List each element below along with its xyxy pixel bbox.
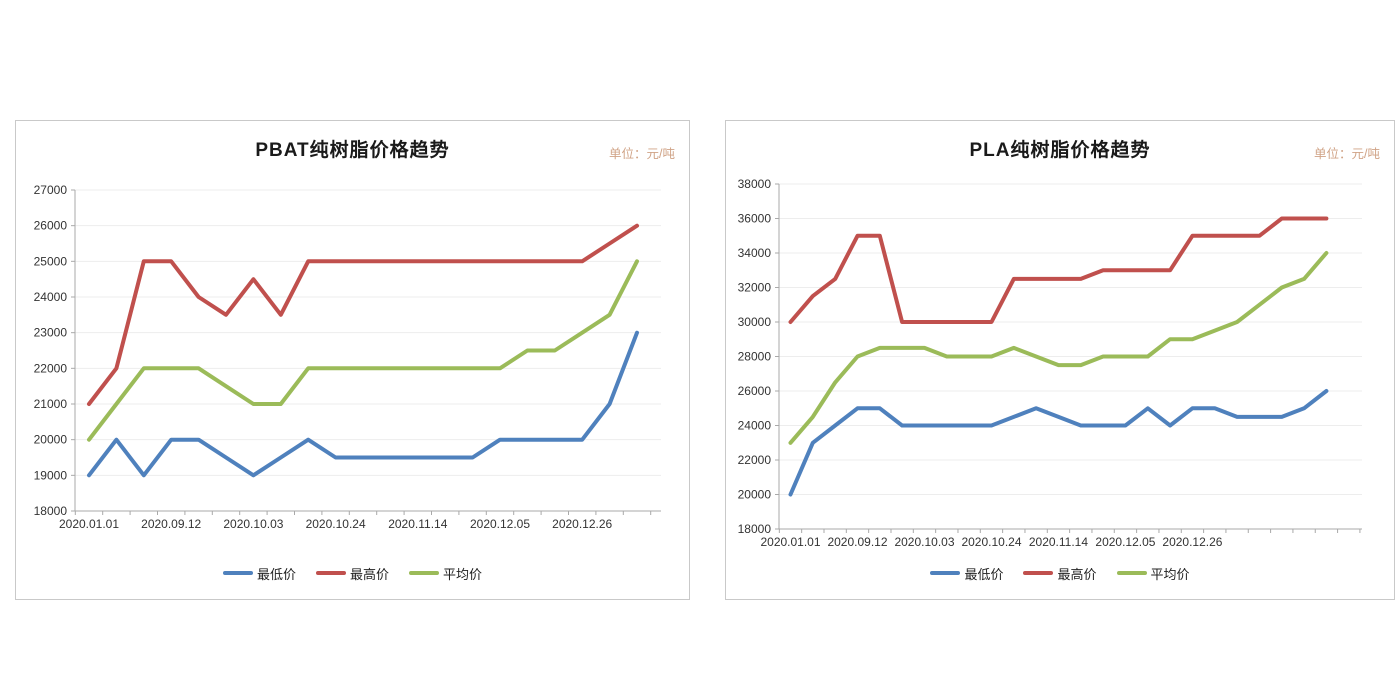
y-axis-label: 30000 <box>738 315 772 329</box>
y-axis-label: 26000 <box>34 219 68 233</box>
legend-swatch-icon <box>315 571 346 575</box>
y-axis-label: 28000 <box>738 350 772 364</box>
x-axis-label: 2020.09.12 <box>827 535 887 549</box>
series-line-平均价 <box>788 251 1329 445</box>
legend-swatch-icon <box>930 571 961 575</box>
x-axis-label: 2020.10.24 <box>961 535 1021 549</box>
x-axis-label: 2020.11.14 <box>388 517 447 531</box>
y-axis-label: 22000 <box>738 453 772 467</box>
y-axis-label: 20000 <box>738 488 772 502</box>
series-line-最低价 <box>87 330 639 478</box>
y-axis-label: 22000 <box>34 361 68 375</box>
y-axis-label: 32000 <box>738 281 772 295</box>
legend-item-平均价: 平均价 <box>1116 564 1190 583</box>
series-line-平均价 <box>87 259 639 442</box>
x-axis-label: 2020.11.14 <box>1029 535 1088 549</box>
legend-swatch-icon <box>1023 571 1054 575</box>
pbat-chart-panel: PBAT纯树脂价格趋势 单位：元/吨 18000 19000 20000 21000 2… <box>15 120 690 600</box>
legend-swatch-icon <box>1116 571 1147 575</box>
x-axis-label: 2020.12.05 <box>470 517 530 531</box>
y-axis-label: 26000 <box>738 384 772 398</box>
x-axis-label: 2020.12.26 <box>1162 535 1222 549</box>
series-line-最低价 <box>788 389 1329 497</box>
y-axis-label: 25000 <box>34 254 68 268</box>
x-axis-label: 2020.10.24 <box>306 517 366 531</box>
legend-label: 平均价 <box>443 566 483 582</box>
legend-item-最低价: 最低价 <box>930 564 1003 583</box>
legend-label: 最高价 <box>1057 566 1097 582</box>
x-axis-label: 2020.01.01 <box>760 535 820 549</box>
pbat-plot-area: 18000 19000 20000 21000 22000 23000 24000 25000… <box>34 183 661 531</box>
x-axis-label: 2020.12.26 <box>552 517 612 531</box>
y-axis-label: 19000 <box>34 468 68 482</box>
legend-label: 最低价 <box>256 566 296 582</box>
x-axis-label: 2020.12.05 <box>1095 535 1155 549</box>
y-axis-label: 34000 <box>738 246 772 260</box>
legend-item-最低价: 最低价 <box>222 564 296 583</box>
y-axis-label: 18000 <box>738 522 772 536</box>
y-axis-label: 21000 <box>34 397 68 411</box>
legend-item-平均价: 平均价 <box>409 564 482 583</box>
legend-item-最高价: 最高价 <box>1023 564 1097 583</box>
series-line-最高价 <box>87 223 639 406</box>
pbat-unit-label: 单位：元/吨 <box>609 147 675 161</box>
x-axis-label: 2020.01.01 <box>59 517 119 531</box>
legend-swatch-icon <box>222 571 253 575</box>
x-axis-label: 2020.09.12 <box>141 517 201 531</box>
y-axis-label: 23000 <box>34 326 68 340</box>
legend-label: 最高价 <box>349 566 389 582</box>
y-axis-label: 20000 <box>34 433 68 447</box>
pbat-chart-title: PBAT纯树脂价格趋势 <box>255 140 450 161</box>
y-axis-label: 18000 <box>34 504 68 518</box>
pbat-legend: 最低价 最高价 平均价 <box>16 561 689 585</box>
y-axis-label: 27000 <box>34 183 68 197</box>
pla-plot-area: 18000 20000 22000 24000 26000 28000 30000 32000… <box>738 177 1362 549</box>
legend-item-最高价: 最高价 <box>315 564 389 583</box>
y-axis-label: 36000 <box>738 212 772 226</box>
pla-chart-panel: PLA纯树脂价格趋势 单位：元/吨 18000 20000 22000 24000 26… <box>725 120 1395 600</box>
pla-chart-title: PLA纯树脂价格趋势 <box>969 140 1151 161</box>
y-axis-label: 24000 <box>34 290 68 304</box>
y-axis-label: 24000 <box>738 419 772 433</box>
legend-swatch-icon <box>409 571 439 575</box>
x-axis-label: 2020.10.03 <box>894 535 954 549</box>
series-line-最高价 <box>788 216 1329 324</box>
pla-unit-label: 单位：元/吨 <box>1314 147 1380 161</box>
x-axis-label: 2020.10.03 <box>223 517 283 531</box>
y-axis-label: 38000 <box>738 177 772 191</box>
pla-legend: 最低价 最高价 平均价 <box>726 561 1394 585</box>
legend-label: 平均价 <box>1150 566 1190 582</box>
legend-label: 最低价 <box>964 566 1004 582</box>
